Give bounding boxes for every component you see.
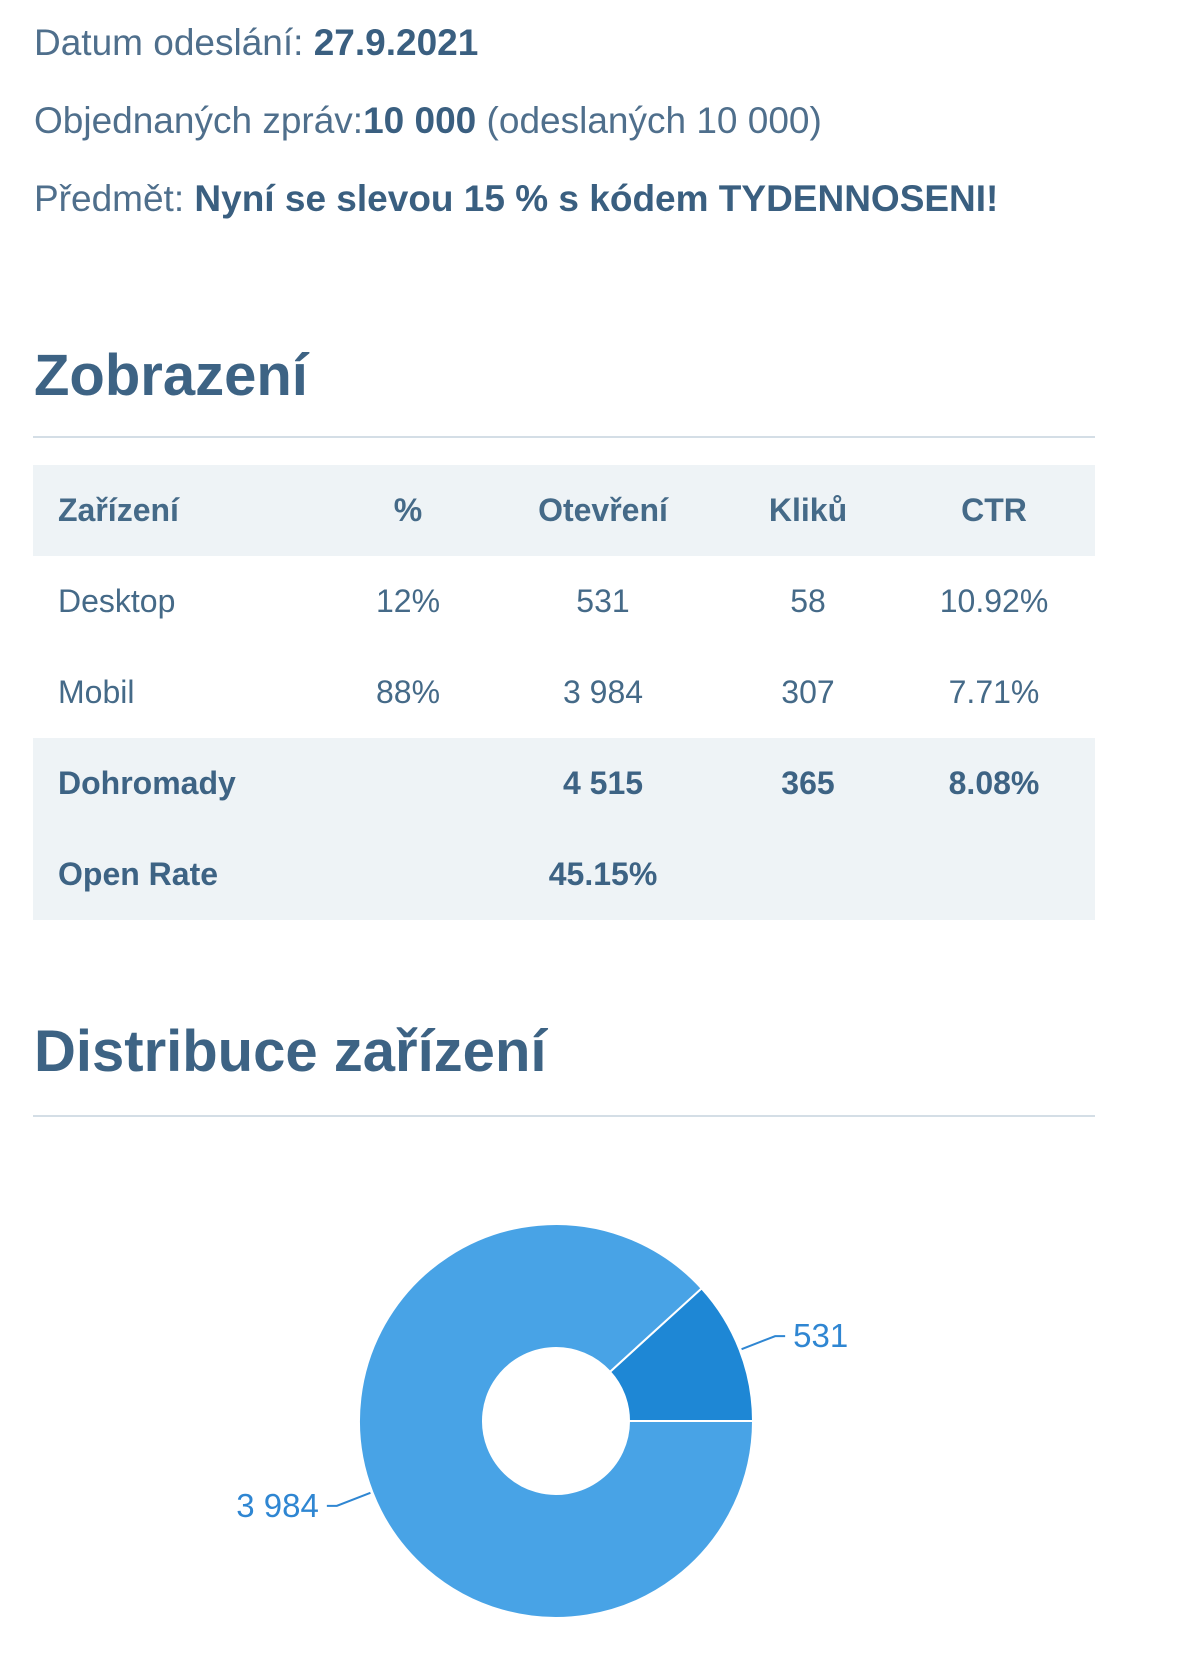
table-cell: Dohromady — [58, 765, 236, 801]
section-divider — [33, 1115, 1095, 1117]
distribution-section-title: Distribuce zařízení — [34, 1019, 547, 1084]
table-cell — [333, 738, 483, 829]
table-cell: 7.71% — [948, 674, 1040, 710]
table-cell — [893, 829, 1095, 920]
table-cell: 365 — [781, 765, 835, 801]
table-cell: 58 — [790, 583, 826, 619]
message-count-line: Objednaných zpráv:10 000 (odeslaných 10 … — [34, 100, 822, 142]
table-cell: 12% — [375, 583, 441, 619]
table-cell: 10.92% — [939, 583, 1049, 619]
device-stats-table: Zařízení % Otevření Kliků CTR Desktop 12… — [33, 465, 1095, 920]
table-cell — [333, 829, 483, 920]
table-cell: Mobil — [58, 674, 135, 710]
subject-value: Nyní se slevou 15 % s kódem TYDENNOSENI! — [194, 178, 999, 219]
data-label-leader-line — [741, 1335, 786, 1351]
table-cell: 307 — [781, 674, 835, 710]
total-row: Dohromady 4 515 365 8.08% — [33, 738, 1095, 829]
table-row: Desktop 12% 531 58 10.92% — [33, 556, 1095, 647]
pie-data-label-desktop: 531 — [793, 1317, 848, 1354]
column-header-opens: Otevření — [538, 492, 668, 528]
table-cell: 8.08% — [948, 765, 1040, 801]
send-date-value: 27.9.2021 — [313, 22, 479, 63]
column-header-percent: % — [393, 492, 423, 528]
subject-line: Předmět: Nyní se slevou 15 % s kódem TYD… — [34, 178, 998, 220]
column-header-device: Zařízení — [58, 492, 179, 528]
table-cell: Desktop — [58, 583, 176, 619]
table-header-row: Zařízení % Otevření Kliků CTR — [33, 465, 1095, 556]
column-header-clicks: Kliků — [768, 492, 848, 528]
subject-label: Předmět: — [34, 178, 195, 219]
pie-slice-desktop — [608, 1286, 755, 1422]
table-cell: 88% — [375, 674, 441, 710]
message-count-label: Objednaných zpráv: — [34, 100, 364, 141]
table-cell: 45.15% — [548, 856, 658, 892]
pie-slice-mobil — [358, 1223, 755, 1619]
data-label-leader-line — [326, 1491, 371, 1507]
table-cell: 531 — [576, 583, 630, 619]
table-row: Mobil 88% 3 984 307 7.71% — [33, 647, 1095, 738]
table-cell — [723, 829, 893, 920]
device-distribution-donut-chart: 531 3 984 — [236, 1223, 848, 1619]
table-cell: Open Rate — [58, 856, 219, 892]
message-count-value: 10 000 — [363, 100, 477, 141]
table-cell: 3 984 — [562, 674, 644, 710]
open-rate-row: Open Rate 45.15% — [33, 829, 1095, 920]
send-date-line: Datum odeslání: 27.9.2021 — [34, 22, 478, 64]
message-sent-count: (odeslaných 10 000) — [476, 100, 822, 141]
views-section-title: Zobrazení — [34, 343, 308, 408]
pie-data-label-mobil: 3 984 — [236, 1487, 319, 1524]
column-header-ctr: CTR — [961, 492, 1027, 528]
send-date-label: Datum odeslání: — [34, 22, 314, 63]
section-divider — [33, 436, 1095, 438]
table-cell: 4 515 — [562, 765, 644, 801]
